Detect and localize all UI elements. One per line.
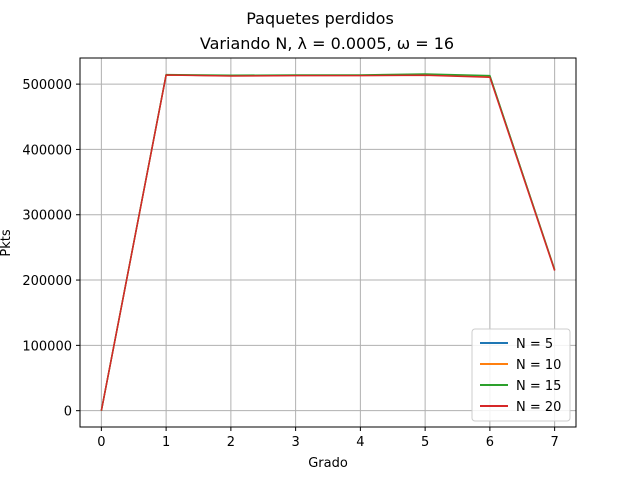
legend-label: N = 15 <box>516 379 561 394</box>
x-tick-label: 1 <box>162 435 170 450</box>
y-tick-label: 400000 <box>22 143 72 158</box>
legend: N = 5 N = 10 N = 15 N = 20 <box>471 328 571 422</box>
series-line-n4 <box>100 74 556 411</box>
x-tick-label: 5 <box>421 435 429 450</box>
x-tick-label: 0 <box>97 435 105 450</box>
legend-label: N = 20 <box>516 400 561 415</box>
x-tick-label: 6 <box>486 435 494 450</box>
y-tick-label: 100000 <box>22 339 72 354</box>
x-tick-label: 2 <box>227 435 235 450</box>
x-tick-label: 4 <box>356 435 364 450</box>
y-tick-label: 500000 <box>22 78 72 93</box>
chart-subtitle: Variando N, λ = 0.0005, ω = 16 <box>200 34 454 53</box>
x-axis-label: Grado <box>308 456 348 471</box>
y-tick-label: 300000 <box>22 209 72 224</box>
x-tick-label: 3 <box>291 435 299 450</box>
legend-label: N = 5 <box>516 337 553 352</box>
legend-box <box>471 328 571 422</box>
plot-frame <box>79 57 577 428</box>
y-tick-label: 200000 <box>22 274 72 289</box>
chart-title: Paquetes perdidos <box>246 9 394 28</box>
y-tick-label: 0 <box>64 405 72 420</box>
x-tick-label: 7 <box>550 435 558 450</box>
legend-label: N = 10 <box>516 358 561 373</box>
y-axis-label: Pkts <box>0 229 14 256</box>
series-lines <box>100 73 556 411</box>
axis-ticks: 0 1 2 3 4 5 6 7 0 100000 200000 300000 400000 500000 <box>22 78 558 450</box>
